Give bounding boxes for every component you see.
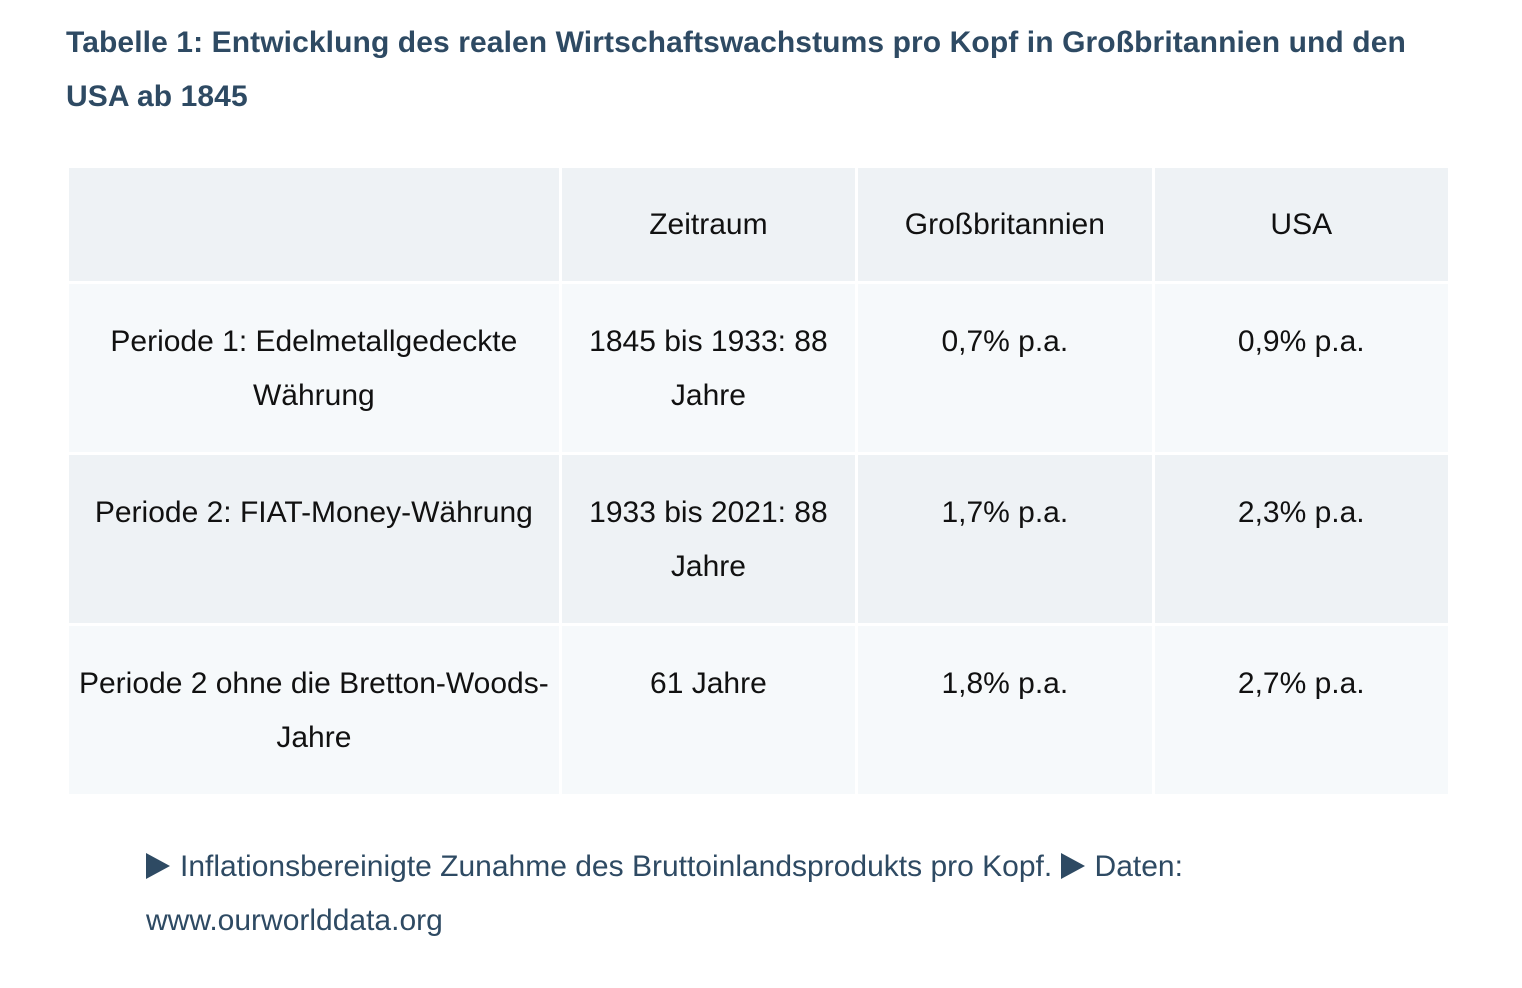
- table-row: Periode 1: Edelmetallgedeckte Währung 18…: [69, 284, 1448, 452]
- period-cell: 61 Jahre: [561, 626, 856, 794]
- header-cell-empty: [69, 168, 559, 281]
- triangle-right-icon: [1060, 853, 1085, 879]
- row-label-cell: Periode 1: Edelmetallgedeckte Währung: [69, 284, 559, 452]
- table-caption: Tabelle 1: Entwicklung des realen Wirtsc…: [66, 26, 1406, 113]
- footnote-text: Inflationsbereinigte Zunahme des Bruttoi…: [180, 850, 1053, 883]
- growth-table: Zeitraum Großbritannien USA Periode 1: E…: [66, 165, 1451, 797]
- source-url: www.ourworlddata.org: [146, 904, 443, 937]
- table-row: Periode 2: FIAT-Money-Währung 1933 bis 2…: [69, 455, 1448, 623]
- usa-value-cell: 2,3% p.a.: [1154, 455, 1448, 623]
- table-header-row: Zeitraum Großbritannien USA: [69, 168, 1448, 281]
- table-footnote: Inflationsbereinigte Zunahme des Bruttoi…: [146, 840, 1366, 948]
- period-cell: 1933 bis 2021: 88 Jahre: [561, 455, 856, 623]
- header-cell-uk: Großbritannien: [858, 168, 1152, 281]
- uk-value-cell: 1,8% p.a.: [858, 626, 1152, 794]
- uk-value-cell: 1,7% p.a.: [858, 455, 1152, 623]
- table-row: Periode 2 ohne die Bretton-Woods-Jahre 6…: [69, 626, 1448, 794]
- period-cell: 1845 bis 1933: 88 Jahre: [561, 284, 856, 452]
- row-label-cell: Periode 2: FIAT-Money-Währung: [69, 455, 559, 623]
- header-cell-usa: USA: [1154, 168, 1448, 281]
- usa-value-cell: 0,9% p.a.: [1154, 284, 1448, 452]
- uk-value-cell: 0,7% p.a.: [858, 284, 1152, 452]
- header-cell-period: Zeitraum: [561, 168, 856, 281]
- row-label-cell: Periode 2 ohne die Bretton-Woods-Jahre: [69, 626, 559, 794]
- triangle-right-icon: [146, 853, 170, 879]
- source-label: Daten:: [1094, 850, 1183, 883]
- usa-value-cell: 2,7% p.a.: [1154, 626, 1448, 794]
